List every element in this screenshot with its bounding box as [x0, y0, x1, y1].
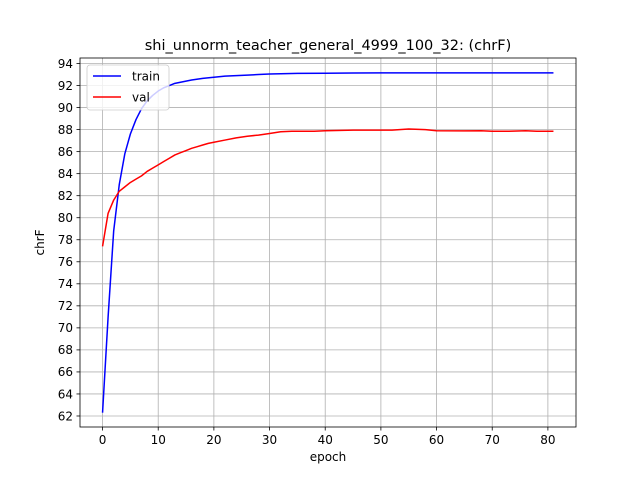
x-axis-ticks: 0 10 20 30 40 50 60 70 80 [99, 427, 556, 447]
x-tick-label: 70 [485, 433, 500, 447]
y-tick-label: 88 [58, 123, 73, 137]
series-line-val [101, 128, 554, 247]
y-tick-label: 90 [58, 101, 73, 115]
y-tick-label: 82 [58, 189, 73, 203]
legend-label-train: train [132, 69, 160, 83]
plot-frame [79, 57, 577, 428]
x-tick-label: 10 [151, 433, 166, 447]
legend-label-val: val [132, 90, 150, 104]
y-tick-label: 66 [58, 365, 73, 379]
y-tick-label: 80 [58, 211, 73, 225]
x-tick-label: 50 [373, 433, 388, 447]
x-axis-label: epoch [310, 450, 347, 464]
y-axis-label: chrF [33, 229, 47, 255]
x-tick-label: 30 [262, 433, 277, 447]
x-tick-label: 60 [429, 433, 444, 447]
y-tick-label: 76 [58, 255, 73, 269]
y-tick-label: 68 [58, 343, 73, 357]
x-tick-label: 40 [318, 433, 333, 447]
x-tick-label: 80 [540, 433, 555, 447]
y-tick-label: 72 [58, 299, 73, 313]
y-tick-label: 86 [58, 145, 73, 159]
series-layer [101, 72, 554, 413]
x-tick-label: 0 [99, 433, 107, 447]
grid [80, 58, 576, 427]
y-tick-label: 84 [58, 167, 73, 181]
y-tick-label: 70 [58, 321, 73, 335]
chart-title: shi_unnorm_teacher_general_4999_100_32: … [145, 38, 512, 54]
legend: train val [86, 64, 170, 111]
y-tick-label: 92 [58, 79, 73, 93]
series-line-train [101, 72, 554, 413]
x-tick-label: 20 [206, 433, 221, 447]
y-tick-label: 74 [58, 277, 73, 291]
y-tick-label: 62 [58, 409, 73, 423]
y-tick-label: 94 [58, 57, 73, 71]
y-axis-ticks: 62 64 66 68 70 72 74 76 78 80 82 84 86 88 90 92 94 [58, 57, 80, 423]
y-tick-label: 64 [58, 387, 73, 401]
y-tick-label: 78 [58, 233, 73, 247]
